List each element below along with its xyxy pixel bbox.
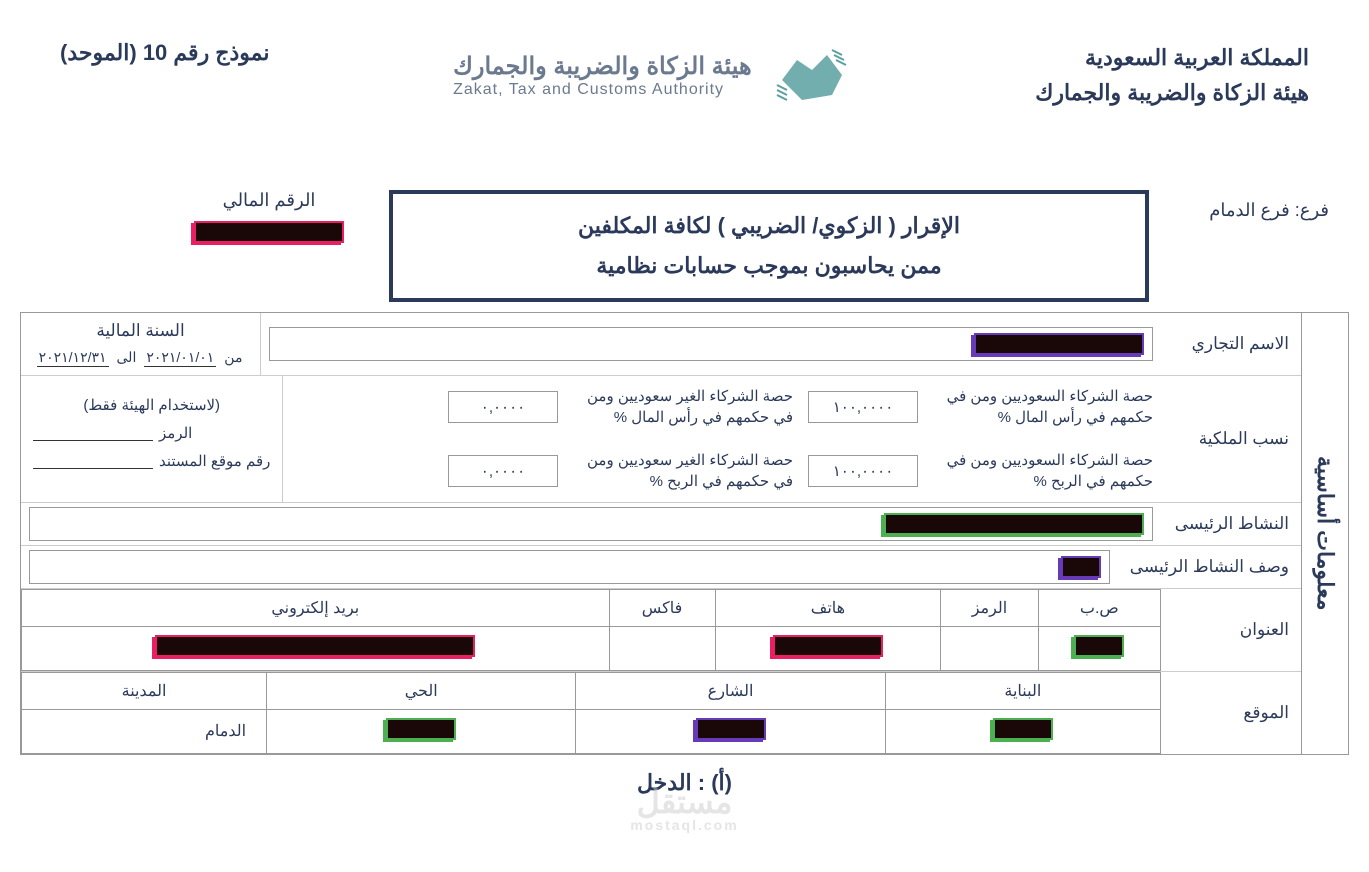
ownership-row: نسب الملكية حصة الشركاء السعوديين ومن في…	[21, 376, 1301, 503]
fiscal-year-label: السنة المالية	[33, 321, 248, 341]
code-field: الرمز	[33, 424, 270, 442]
main-activity-row: النشاط الرئيسى	[21, 503, 1301, 546]
ownership-profit-row: حصة الشركاء السعوديين ومن في حكمهم في ال…	[291, 444, 1153, 498]
fy-from: ٢٠٢١/٠١/٠١	[144, 349, 216, 367]
location-header-row: البناية الشارع الحي المدينة	[22, 672, 1161, 709]
financial-number-redacted	[194, 221, 344, 243]
location-street-value	[576, 709, 885, 753]
basic-info-section: معلومات أساسية الاسم التجاري السنة المال…	[20, 312, 1349, 755]
location-value-row: الدمام	[22, 709, 1161, 753]
nonsaudi-profit-value: ٠,٠٠٠٠	[448, 455, 558, 487]
title-row: فرع: فرع الدمام الإقرار ( الزكوي/ الضريب…	[20, 190, 1349, 301]
location-district-value	[267, 709, 576, 753]
ownership-label: نسب الملكية	[1161, 421, 1301, 457]
contact-code-header: الرمز	[941, 589, 1038, 626]
contact-phone-value	[715, 626, 941, 670]
watermark-sub: mostaql.com	[630, 818, 738, 832]
logo-text-arabic: هيئة الزكاة والضريبة والجمارك	[453, 52, 752, 81]
activity-desc-row: وصف النشاط الرئيسى	[21, 546, 1301, 589]
pobox-redacted	[1074, 635, 1124, 657]
logo-text-english: Zakat, Tax and Customs Authority	[453, 81, 752, 99]
financial-number-block: الرقم المالي	[169, 190, 369, 248]
main-activity-redacted	[884, 513, 1144, 535]
address-row: العنوان ص.ب الرمز هاتف فاكس بريد إلكترون…	[21, 589, 1301, 672]
district-redacted	[386, 718, 456, 740]
nonsaudi-capital-label: حصة الشركاء الغير سعوديين ومن في حكمهم ف…	[573, 386, 793, 428]
section-a-title: (أ) : الدخل	[20, 770, 1349, 796]
page-header: المملكة العربية السعودية هيئة الزكاة وال…	[0, 0, 1369, 130]
contact-email-header: بريد إلكتروني	[22, 589, 610, 626]
branch-label: فرع: فرع الدمام	[1169, 190, 1349, 231]
contact-email-value	[22, 626, 610, 670]
financial-number-label: الرقم المالي	[169, 190, 369, 211]
contact-code-value	[941, 626, 1038, 670]
code-line	[33, 425, 153, 441]
basic-info-side-label: معلومات أساسية	[1301, 313, 1348, 754]
authority-name-ar: هيئة الزكاة والضريبة والجمارك	[1035, 75, 1309, 110]
form-number: نموذج رقم 10 (الموحد)	[60, 40, 270, 66]
form-body: الاسم التجاري السنة المالية من ٢٠٢١/٠١/٠…	[21, 313, 1301, 754]
email-redacted	[155, 635, 475, 657]
doc-site-line	[33, 453, 153, 469]
main-activity-value	[29, 507, 1153, 541]
logo-text-block: هيئة الزكاة والضريبة والجمارك Zakat, Tax…	[453, 52, 752, 99]
location-row: الموقع البناية الشارع الحي المدينة	[21, 672, 1301, 754]
fy-from-label: من	[222, 349, 244, 366]
trade-name-redacted	[974, 333, 1144, 355]
activity-desc-value	[29, 550, 1110, 584]
activity-desc-redacted	[1061, 556, 1101, 578]
street-redacted	[696, 718, 766, 740]
trade-name-label: الاسم التجاري	[1161, 326, 1301, 362]
fy-to-label: الى	[115, 349, 139, 366]
saudi-capital-value: ١٠٠,٠٠٠٠	[808, 391, 918, 423]
doc-site-label: رقم موقع المستند	[159, 452, 270, 470]
trade-name-row: الاسم التجاري السنة المالية من ٢٠٢١/٠١/٠…	[21, 313, 1301, 376]
contact-table: ص.ب الرمز هاتف فاكس بريد إلكتروني	[21, 589, 1161, 671]
title-line-1: الإقرار ( الزكوي/ الضريبي ) لكافة المكلف…	[433, 206, 1105, 246]
location-label: الموقع	[1161, 695, 1301, 731]
declaration-title-box: الإقرار ( الزكوي/ الضريبي ) لكافة المكلف…	[389, 190, 1149, 301]
code-label: الرمز	[159, 424, 192, 442]
trade-name-value	[269, 327, 1153, 361]
ownership-capital-row: حصة الشركاء السعوديين ومن في حكمهم في رأ…	[291, 380, 1153, 434]
location-city-header: المدينة	[22, 672, 267, 709]
fy-to: ٢٠٢١/١٢/٣١	[37, 349, 109, 367]
authority-logo-icon	[772, 40, 852, 110]
contact-pobox-value	[1038, 626, 1160, 670]
nonsaudi-capital-value: ٠,٠٠٠٠	[448, 391, 558, 423]
phone-redacted	[773, 635, 883, 657]
saudi-profit-label: حصة الشركاء السعوديين ومن في حكمهم في ال…	[933, 450, 1153, 492]
address-label: العنوان	[1161, 612, 1301, 648]
header-authority: المملكة العربية السعودية هيئة الزكاة وال…	[1035, 40, 1309, 110]
location-city-value: الدمام	[22, 709, 267, 753]
contact-phone-header: هاتف	[715, 589, 941, 626]
country-name: المملكة العربية السعودية	[1035, 40, 1309, 75]
contact-value-row	[22, 626, 1161, 670]
doc-site-field: رقم موقع المستند	[33, 452, 270, 470]
authority-use-only: (لاستخدام الهيئة فقط)	[33, 396, 270, 414]
location-district-header: الحي	[267, 672, 576, 709]
nonsaudi-profit-label: حصة الشركاء الغير سعوديين ومن في حكمهم ف…	[573, 450, 793, 492]
main-content: فرع: فرع الدمام الإقرار ( الزكوي/ الضريب…	[0, 190, 1369, 795]
title-line-2: ممن يحاسبون بموجب حسابات نظامية	[433, 246, 1105, 286]
location-building-header: البناية	[885, 672, 1160, 709]
saudi-capital-label: حصة الشركاء السعوديين ومن في حكمهم في رأ…	[933, 386, 1153, 428]
contact-header-row: ص.ب الرمز هاتف فاكس بريد إلكتروني	[22, 589, 1161, 626]
saudi-profit-value: ١٠٠,٠٠٠٠	[808, 455, 918, 487]
contact-fax-value	[609, 626, 715, 670]
contact-pobox-header: ص.ب	[1038, 589, 1160, 626]
contact-fax-header: فاكس	[609, 589, 715, 626]
building-redacted	[993, 718, 1053, 740]
fiscal-year-dates: من ٢٠٢١/٠١/٠١ الى ٢٠٢١/١٢/٣١	[33, 349, 248, 367]
location-building-value	[885, 709, 1160, 753]
location-street-header: الشارع	[576, 672, 885, 709]
header-logo-block: هيئة الزكاة والضريبة والجمارك Zakat, Tax…	[453, 40, 852, 110]
location-table: البناية الشارع الحي المدينة الدمام	[21, 672, 1161, 754]
main-activity-label: النشاط الرئيسى	[1161, 506, 1301, 542]
activity-desc-label: وصف النشاط الرئيسى	[1118, 549, 1301, 585]
